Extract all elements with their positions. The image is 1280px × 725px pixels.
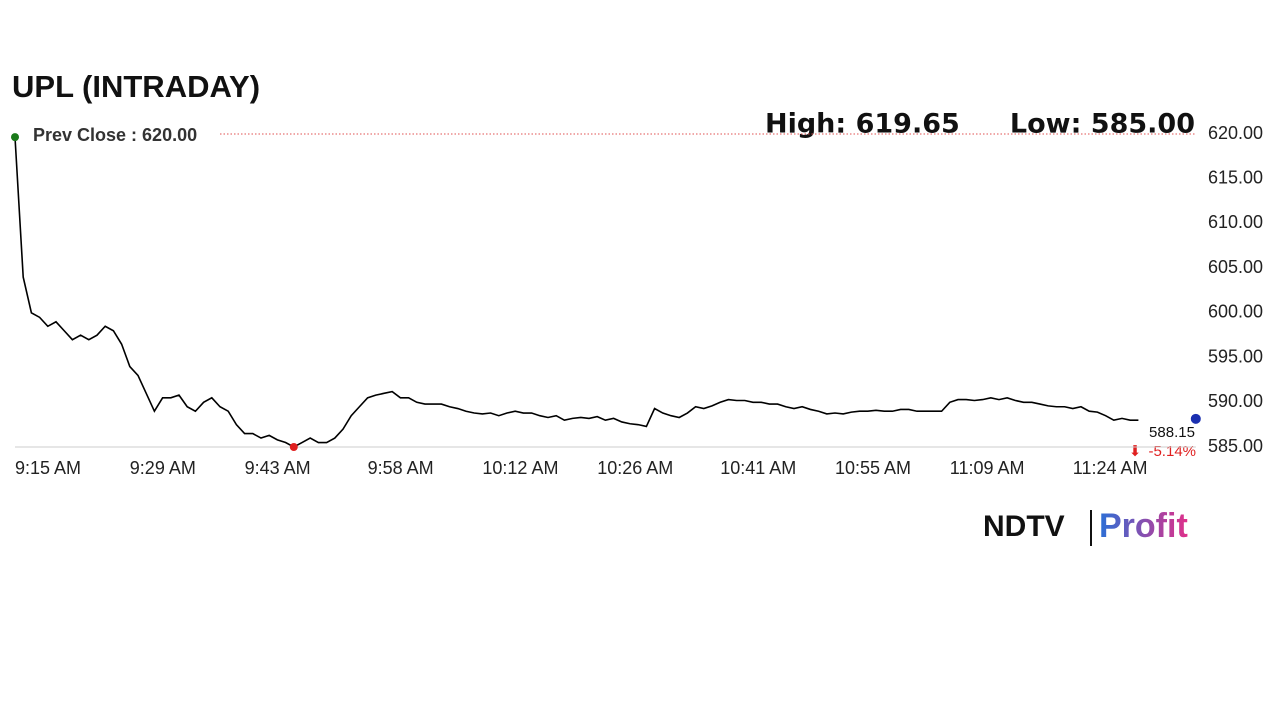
x-tick-label: 10:26 AM: [597, 458, 673, 478]
x-tick-label: 10:55 AM: [835, 458, 911, 478]
prev-close-label: Prev Close : 620.00: [33, 125, 197, 145]
x-tick-label: 11:24 AM: [1073, 458, 1148, 478]
brand: NDTV: [983, 510, 1065, 543]
brand-sub: Profit: [1099, 507, 1188, 545]
y-tick-label: 620.00: [1208, 123, 1263, 143]
y-tick-label: 615.00: [1208, 167, 1263, 187]
low-label: Low: 585.00: [1010, 109, 1195, 140]
y-tick-label: 595.00: [1208, 346, 1263, 366]
price-line: [15, 137, 1196, 447]
high-label: High: 619.65: [765, 109, 960, 140]
chart-title: UPL (INTRADAY): [12, 69, 260, 104]
x-tick-label: 9:15 AM: [15, 458, 81, 478]
x-tick-label: 9:58 AM: [368, 458, 434, 478]
start-dot: [11, 133, 19, 142]
end-dot: [1190, 413, 1201, 424]
y-tick-label: 610.00: [1208, 212, 1263, 232]
x-tick-label: 10:12 AM: [482, 458, 558, 478]
y-tick-label: 585.00: [1208, 436, 1263, 456]
x-tick-label: 9:29 AM: [130, 458, 196, 478]
y-tick-label: 590.00: [1208, 391, 1263, 411]
y-tick-label: 605.00: [1208, 257, 1263, 277]
last-price: 588.15: [1149, 424, 1195, 441]
y-tick-label: 600.00: [1208, 302, 1263, 322]
x-tick-label: 10:41 AM: [720, 458, 796, 478]
x-tick-label: 9:43 AM: [245, 458, 311, 478]
change-label: -5.14%: [1148, 443, 1196, 460]
low-dot: [289, 443, 298, 451]
x-tick-label: 11:09 AM: [950, 458, 1025, 478]
